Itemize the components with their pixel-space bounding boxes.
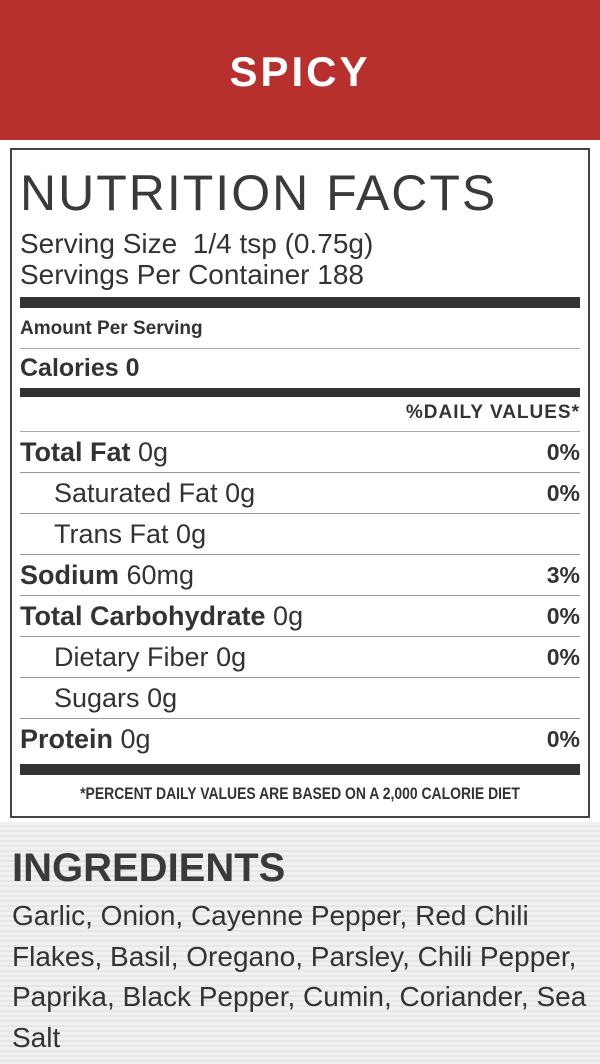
header-banner: SPICY [0, 0, 600, 140]
daily-values-header: %DAILY VALUES* [405, 402, 580, 423]
divider [20, 764, 580, 775]
nutrient-amount: 0g [216, 641, 247, 672]
nutrient-label: Dietary Fiber 0g [20, 642, 246, 673]
nutrient-name: Trans Fat [54, 518, 169, 549]
nutrition-title: NUTRITION FACTS [20, 165, 498, 221]
nutrient-name: Dietary Fiber [54, 641, 209, 672]
daily-value: 0% [546, 643, 580, 670]
nutrition-panel: NUTRITION FACTS Serving Size 1/4 tsp (0.… [10, 148, 590, 818]
nutrient-label: Protein 0g [20, 724, 151, 755]
daily-value: 0% [546, 438, 580, 465]
nutrient-row: Total Fat 0g 0% [20, 432, 580, 473]
nutrient-amount: 0g [147, 682, 178, 713]
serving-size: Serving Size 1/4 tsp (0.75g) [20, 228, 374, 259]
nutrient-row: Total Carbohydrate 0g 0% [20, 596, 580, 637]
ingredients-title: INGREDIENTS [12, 846, 286, 890]
nutrient-label: Trans Fat 0g [20, 519, 206, 550]
daily-value: 0% [546, 726, 580, 752]
nutrient-row: Sodium 60mg 3% [20, 555, 580, 596]
footnote: *PERCENT DAILY VALUES ARE BASED ON A 2,0… [80, 784, 520, 803]
nutrient-amount: 0g [176, 518, 207, 549]
amount-per-serving: Amount Per Serving [20, 318, 203, 339]
nutrient-label: Sugars 0g [20, 683, 177, 714]
nutrient-row: Sugars 0g [20, 678, 580, 719]
divider [20, 348, 580, 349]
nutrient-label: Total Carbohydrate 0g [20, 601, 303, 632]
nutrient-amount: 0g [225, 477, 256, 508]
nutrient-name: Total Fat [20, 436, 131, 467]
divider [20, 297, 580, 308]
nutrient-label: Sodium 60mg [20, 560, 194, 591]
header-title: SPICY [229, 48, 371, 95]
nutrient-amount: 0g [138, 436, 169, 467]
daily-value: 0% [546, 479, 580, 506]
nutrient-name: Sodium [20, 559, 119, 590]
nutrient-label: Saturated Fat 0g [20, 478, 255, 509]
nutrient-row: Dietary Fiber 0g 0% [20, 637, 580, 678]
calories: Calories 0 [20, 354, 140, 382]
ingredients-section: INGREDIENTS Garlic, Onion, Cayenne Peppe… [0, 822, 600, 1064]
nutrient-row: Protein 0g 0% [20, 719, 580, 760]
nutrient-row: Trans Fat 0g [20, 514, 580, 555]
ingredients-text: Garlic, Onion, Cayenne Pepper, Red Chili… [12, 900, 587, 1053]
nutrient-name: Sugars [54, 682, 140, 713]
servings-per-container: Servings Per Container 188 [20, 259, 364, 290]
nutrient-name: Protein [20, 724, 114, 754]
divider [20, 388, 580, 397]
nutrient-rows: Total Fat 0g 0% Saturated Fat 0g 0% Trans Fa… [20, 432, 580, 760]
daily-value: 3% [546, 561, 580, 588]
daily-value: 0% [546, 602, 580, 629]
nutrient-amount: 0g [120, 724, 151, 754]
nutrient-name: Total Carbohydrate [20, 600, 266, 631]
nutrient-label: Total Fat 0g [20, 437, 168, 468]
divider [20, 431, 580, 432]
nutrient-row: Saturated Fat 0g 0% [20, 473, 580, 514]
nutrient-amount: 0g [273, 600, 304, 631]
nutrient-name: Saturated Fat [54, 477, 218, 508]
nutrient-amount: 60mg [126, 559, 195, 590]
